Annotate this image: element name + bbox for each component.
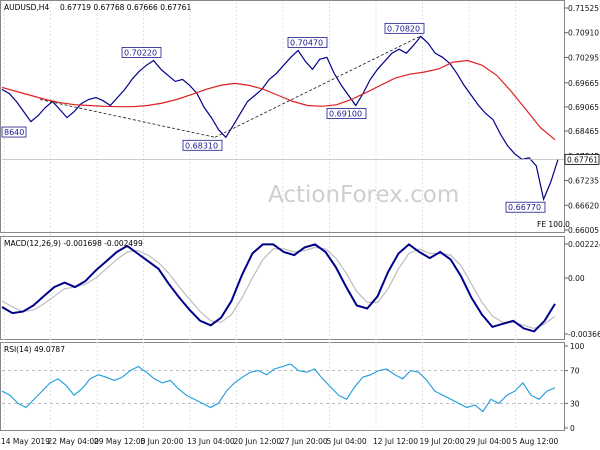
price-annotation-box [287,37,328,48]
x-tick-label: 29 May 12:00 [94,437,146,446]
rsi-title: RSI(14) 49.0787 [4,345,65,354]
price-annotation-box [384,22,425,34]
price-annotation-box [326,108,367,119]
price-annotation-box [505,201,546,213]
moving-average-line [1,59,556,141]
price-series-group [1,35,559,202]
rsi-tick-label: 70 [570,367,580,376]
price-tick-label: 0.71525 [568,4,599,13]
x-tick-label: 14 May 2019 [1,437,50,446]
x-tick-label: 5 Jun 20:00 [141,437,184,446]
price-annotation-label: 0.68310 [185,141,218,150]
price-annotation-box [1,126,27,138]
x-tick-label: 5 Aug 12:00 [513,437,559,446]
price-tick-label: 0.69065 [568,103,599,112]
symbol-label: AUDUSD,H4 [4,3,49,12]
trendline [214,35,421,138]
price-annotation-box [182,139,223,151]
x-tick-label: 29 Jul 04:00 [466,437,511,446]
grid-lines [2,2,564,430]
price-annotation-label: 0.70820 [387,24,420,33]
trendline [39,99,216,138]
rsi-tick-label: 100 [570,342,585,351]
macd-tick-label: 0.002224 [568,240,600,249]
macd-tick-label: 0.00 [568,274,585,283]
price-annotation-label: 0.66770 [508,203,541,212]
annotations: 0.67761 0.70220 0.70470 0.70820 0.68310 0.691… [1,22,600,213]
macd-series-group [1,243,556,333]
price-annotation-label: 0.70470 [290,38,323,47]
price-annotation-label: 8640 [4,128,24,137]
rsi-series-group [1,363,556,413]
price-tick-label: 0.67235 [568,177,599,186]
x-tick-label: 13 Jun 04:00 [187,437,235,446]
price-annotation-label: 0.69100 [329,110,362,119]
macd-title: MACD(12,26,9) -0.001698 -0.002499 [4,239,143,248]
price-tick-label: 0.70295 [568,53,599,62]
price-tick-label: 0.66005 [568,226,599,235]
price-tick-label: 0.66620 [568,201,599,210]
price-annotation-box [121,47,162,58]
macd-line [1,243,556,333]
price-line [1,35,559,202]
x-tick-label: 20 Jun 12:00 [234,437,282,446]
macd-signal-line [1,246,556,330]
x-tick-label: 5 Jul 04:00 [327,437,367,446]
watermark-group: ActionForex.com [268,182,459,208]
price-tick-label: 0.70910 [568,29,599,38]
macd-tick-label: -0.003667 [568,330,600,339]
rsi-tick-label: 0 [570,424,575,433]
price-panel-frame [0,0,565,233]
x-tick-label: 22 May 04:00 [48,437,100,446]
fe-label: FE 100.0 [537,220,570,229]
x-tick-label: 12 Jul 12:00 [373,437,418,446]
x-tick-label: 27 Jun 20:00 [280,437,328,446]
rsi-line [1,363,556,413]
price-tick-label: 0.68465 [568,127,599,136]
current-price-label: 0.67761 [567,155,598,164]
quote-label: 0.67719 0.67768 0.67666 0.67761 [60,3,191,12]
price-annotation-label: 0.70220 [124,48,157,57]
rsi-tick-label: 30 [570,399,580,408]
price-tick-label: 0.69665 [568,79,599,88]
watermark: ActionForex.com [268,182,459,208]
x-tick-label: 19 Jul 20:00 [420,437,465,446]
current-price-box [564,153,600,165]
